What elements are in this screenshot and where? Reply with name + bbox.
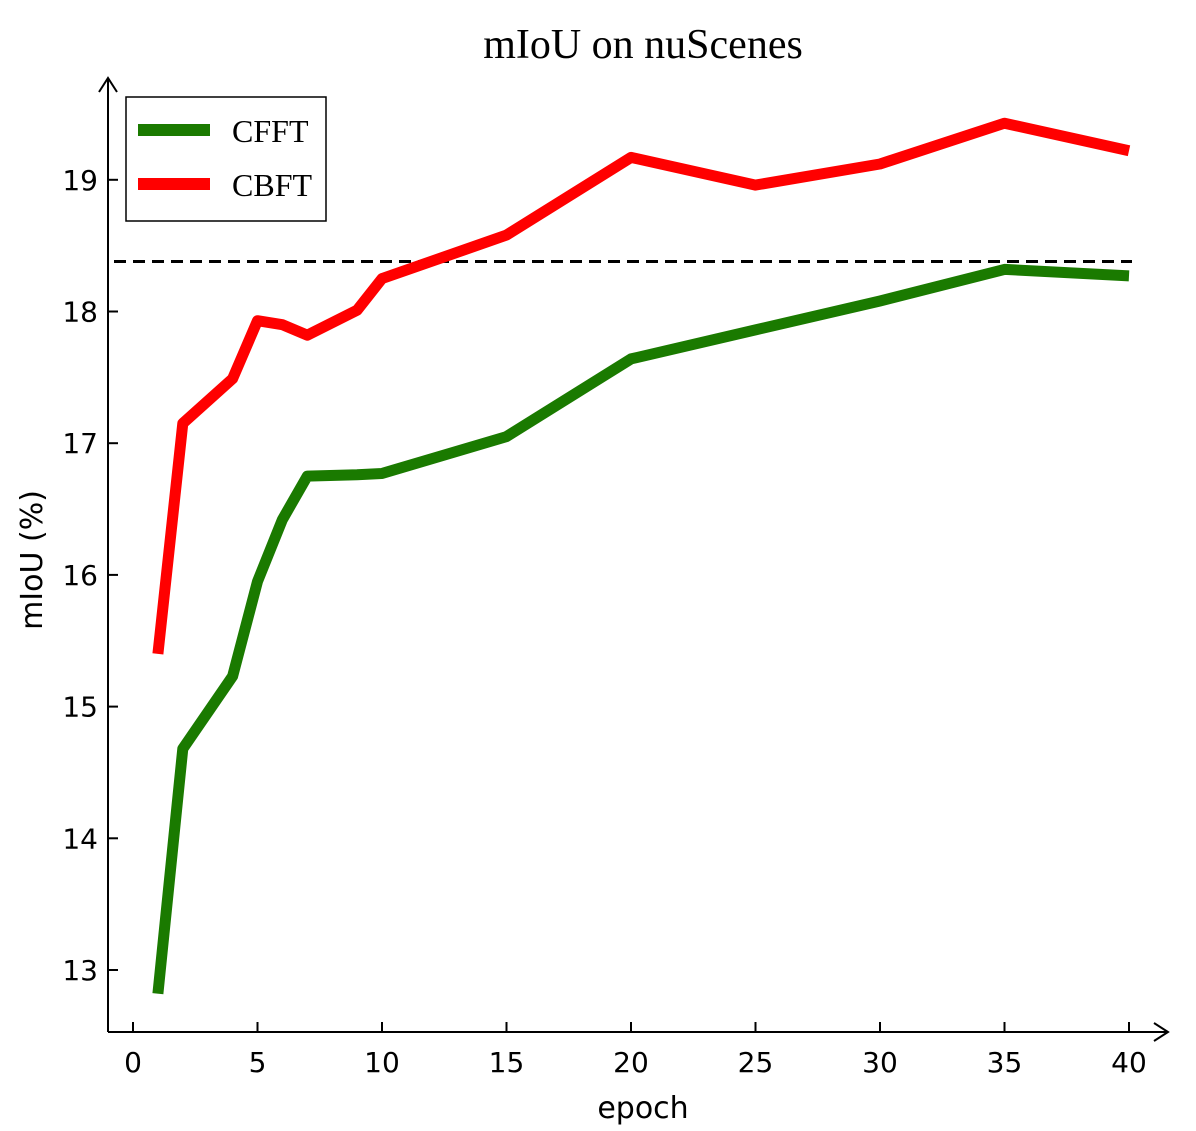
x-ticks: 0 5 10 15 20 25 30 35 40 xyxy=(124,1022,1147,1079)
y-tick-label: 17 xyxy=(62,427,98,460)
y-tick-label: 15 xyxy=(62,691,98,724)
x-tick-label: 35 xyxy=(987,1046,1023,1079)
x-tick-label: 10 xyxy=(364,1046,400,1079)
chart-title: mIoU on nuScenes xyxy=(483,22,803,68)
y-tick-label: 19 xyxy=(62,164,98,197)
x-tick-label: 40 xyxy=(1111,1046,1147,1079)
series-line-cfft xyxy=(152,263,1130,995)
legend-box xyxy=(125,96,327,222)
legend: CFFT CBFT xyxy=(125,96,327,222)
x-axis-arrow xyxy=(1153,1022,1170,1042)
x-tick-label: 30 xyxy=(862,1046,898,1079)
x-tick-label: 5 xyxy=(249,1046,267,1079)
series-group xyxy=(152,117,1131,995)
y-tick-label: 16 xyxy=(62,559,98,592)
x-tick-label: 15 xyxy=(489,1046,525,1079)
legend-label-cfft: CFFT xyxy=(232,113,309,149)
axes xyxy=(98,76,1170,1042)
y-tick-label: 14 xyxy=(62,822,98,855)
y-tick-label: 13 xyxy=(62,954,98,987)
legend-label-cbft: CBFT xyxy=(232,167,312,203)
y-axis-label: mIoU (%) xyxy=(15,490,50,630)
x-tick-label: 0 xyxy=(124,1046,142,1079)
y-axis-arrow xyxy=(98,76,118,93)
y-tick-label: 18 xyxy=(62,296,98,329)
x-tick-label: 20 xyxy=(613,1046,649,1079)
series-line-cbft xyxy=(152,117,1131,655)
y-ticks: 13 14 15 16 17 18 19 xyxy=(62,164,118,987)
x-axis-label: epoch xyxy=(597,1091,688,1126)
x-tick-label: 25 xyxy=(738,1046,774,1079)
